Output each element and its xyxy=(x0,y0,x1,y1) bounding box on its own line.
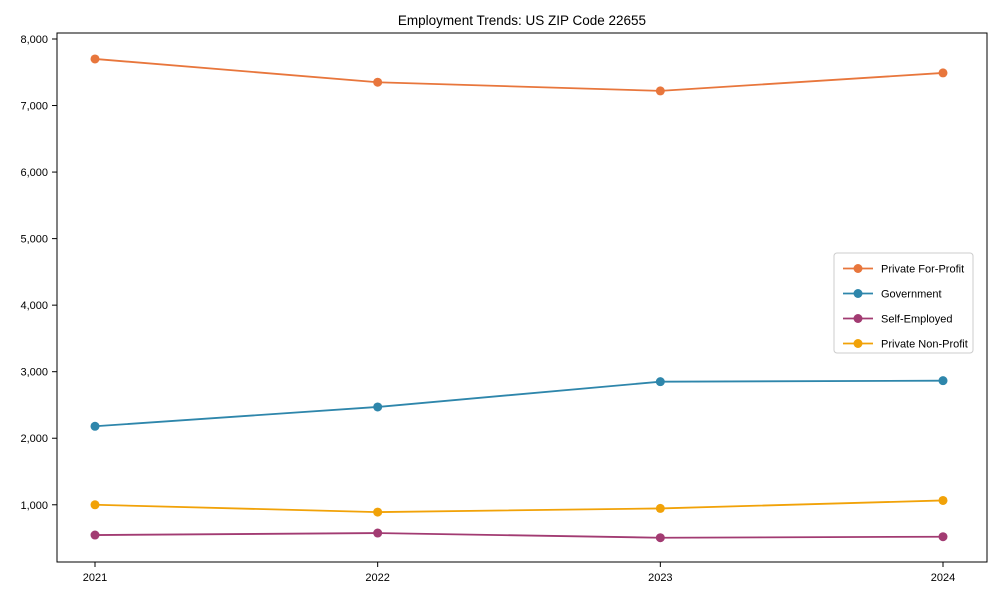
plot-area xyxy=(56,32,988,563)
data-point-marker xyxy=(373,402,383,412)
legend-box xyxy=(833,252,974,354)
legend-item-label: Private Non-Profit xyxy=(881,339,968,351)
data-point-marker xyxy=(90,500,100,510)
data-point-marker xyxy=(90,530,100,540)
y-tick-label: 3,000 xyxy=(20,367,48,379)
y-tick-label: 1,000 xyxy=(20,500,48,512)
series-line-private-non-profit xyxy=(94,499,944,513)
y-tick-label: 7,000 xyxy=(20,101,48,113)
legend-item-label: Private For-Profit xyxy=(881,264,964,276)
data-point-marker xyxy=(938,376,948,386)
legend-item-label: Government xyxy=(881,289,942,301)
legend-dot-marker-icon xyxy=(853,339,863,348)
legend: Private For-Profit Government Self-Employe… xyxy=(833,252,974,354)
x-tick-label: 2022 xyxy=(365,572,389,584)
series-line-government xyxy=(94,379,944,428)
series-line-self-employed xyxy=(94,532,944,539)
legend-item-label: Self-Employed xyxy=(881,314,953,326)
y-tick-label: 8,000 xyxy=(20,34,48,46)
data-point-marker xyxy=(373,77,383,87)
chart-title: Employment Trends: US ZIP Code 22655 xyxy=(398,13,646,28)
x-tick-label: 2024 xyxy=(931,572,955,584)
data-point-marker xyxy=(373,528,383,538)
series-line-private-for-profit xyxy=(94,58,944,92)
y-tick-label: 5,000 xyxy=(20,234,48,246)
x-tick-label: 2023 xyxy=(648,572,672,584)
data-point-marker xyxy=(655,503,665,513)
y-tick-label: 4,000 xyxy=(20,300,48,312)
data-point-marker xyxy=(655,86,665,96)
data-point-marker xyxy=(938,68,948,78)
legend-dot-marker-icon xyxy=(853,289,863,298)
legend-item: Self-Employed xyxy=(843,314,953,326)
series-group xyxy=(90,54,948,543)
y-axis: 1,000 2,000 3,000 4,000 5,000 6,000 7,000 8,000 xyxy=(20,34,57,512)
data-point-marker xyxy=(90,421,100,431)
data-point-marker xyxy=(655,377,665,387)
legend-dot-marker-icon xyxy=(853,264,863,273)
plot-border xyxy=(56,32,988,563)
y-tick-label: 2,000 xyxy=(20,433,48,445)
legend-item: Private For-Profit xyxy=(843,264,964,276)
data-point-marker xyxy=(938,495,948,505)
legend-item: Private Non-Profit xyxy=(843,339,968,351)
legend-dot-marker-icon xyxy=(853,314,863,323)
y-tick-label: 6,000 xyxy=(20,167,48,179)
legend-item: Government xyxy=(843,289,942,301)
data-point-marker xyxy=(373,507,383,517)
x-axis: 2021 2022 2023 2024 xyxy=(83,562,955,584)
data-point-marker xyxy=(655,533,665,543)
x-tick-label: 2021 xyxy=(83,572,107,584)
data-point-marker xyxy=(90,54,100,64)
data-point-marker xyxy=(938,532,948,542)
